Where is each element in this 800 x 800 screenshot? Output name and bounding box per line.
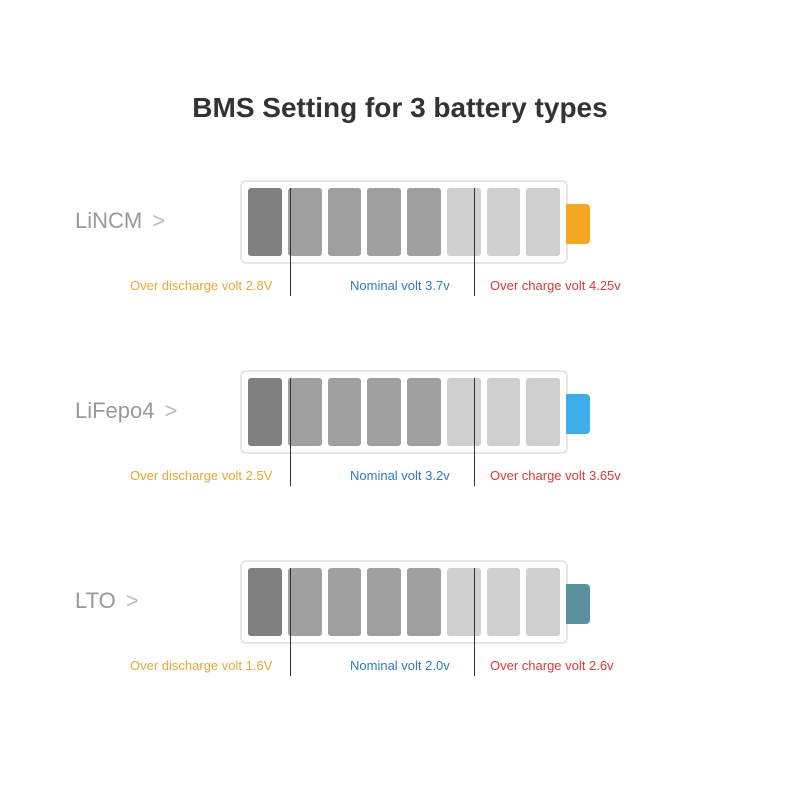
charge-marker-line: [474, 568, 475, 676]
battery-cell: [328, 188, 362, 256]
battery-cap: [566, 394, 590, 434]
over-discharge-annotation: Over discharge volt 2.8V: [130, 278, 272, 293]
over-charge-annotation: Over charge volt 4.25v: [490, 278, 621, 293]
battery-cell: [447, 188, 481, 256]
discharge-marker-line: [290, 378, 291, 486]
battery-type-text: LiNCM: [75, 208, 142, 233]
battery-cell: [367, 378, 401, 446]
battery-cell: [288, 568, 322, 636]
nominal-volt-annotation: Nominal volt 2.0v: [350, 658, 450, 673]
battery-type-label: LiFepo4 >: [75, 398, 177, 424]
battery-cell: [248, 568, 282, 636]
battery-cell: [447, 568, 481, 636]
chevron-right-icon: >: [126, 588, 139, 613]
charge-marker-line: [474, 378, 475, 486]
page-title: BMS Setting for 3 battery types: [0, 92, 800, 124]
chevron-right-icon: >: [165, 398, 178, 423]
charge-marker-line: [474, 188, 475, 296]
over-charge-annotation: Over charge volt 3.65v: [490, 468, 621, 483]
nominal-volt-annotation: Nominal volt 3.2v: [350, 468, 450, 483]
battery-cell: [328, 568, 362, 636]
battery-body: [240, 370, 568, 454]
battery-cell: [248, 188, 282, 256]
battery-graphic: Over discharge volt 2.5VNominal volt 3.2…: [240, 370, 568, 454]
over-discharge-annotation: Over discharge volt 2.5V: [130, 468, 272, 483]
battery-cell: [526, 568, 560, 636]
discharge-marker-line: [290, 188, 291, 296]
over-discharge-annotation: Over discharge volt 1.6V: [130, 658, 272, 673]
battery-graphic: Over discharge volt 1.6VNominal volt 2.0…: [240, 560, 568, 644]
battery-cell: [407, 568, 441, 636]
battery-cap: [566, 584, 590, 624]
battery-cap: [566, 204, 590, 244]
battery-cell: [487, 188, 521, 256]
battery-cell: [526, 188, 560, 256]
battery-graphic: Over discharge volt 2.8VNominal volt 3.7…: [240, 180, 568, 264]
battery-type-text: LTO: [75, 588, 116, 613]
battery-cell: [367, 568, 401, 636]
battery-type-label: LTO >: [75, 588, 139, 614]
battery-cell: [407, 188, 441, 256]
battery-cell: [288, 188, 322, 256]
battery-cell: [288, 378, 322, 446]
battery-cell: [328, 378, 362, 446]
battery-cell: [487, 568, 521, 636]
battery-cell: [487, 378, 521, 446]
battery-type-label: LiNCM >: [75, 208, 165, 234]
nominal-volt-annotation: Nominal volt 3.7v: [350, 278, 450, 293]
over-charge-annotation: Over charge volt 2.6v: [490, 658, 614, 673]
chevron-right-icon: >: [152, 208, 165, 233]
battery-body: [240, 180, 568, 264]
battery-type-text: LiFepo4: [75, 398, 155, 423]
battery-cell: [367, 188, 401, 256]
battery-cell: [526, 378, 560, 446]
battery-cell: [407, 378, 441, 446]
battery-body: [240, 560, 568, 644]
discharge-marker-line: [290, 568, 291, 676]
battery-cell: [447, 378, 481, 446]
battery-cell: [248, 378, 282, 446]
